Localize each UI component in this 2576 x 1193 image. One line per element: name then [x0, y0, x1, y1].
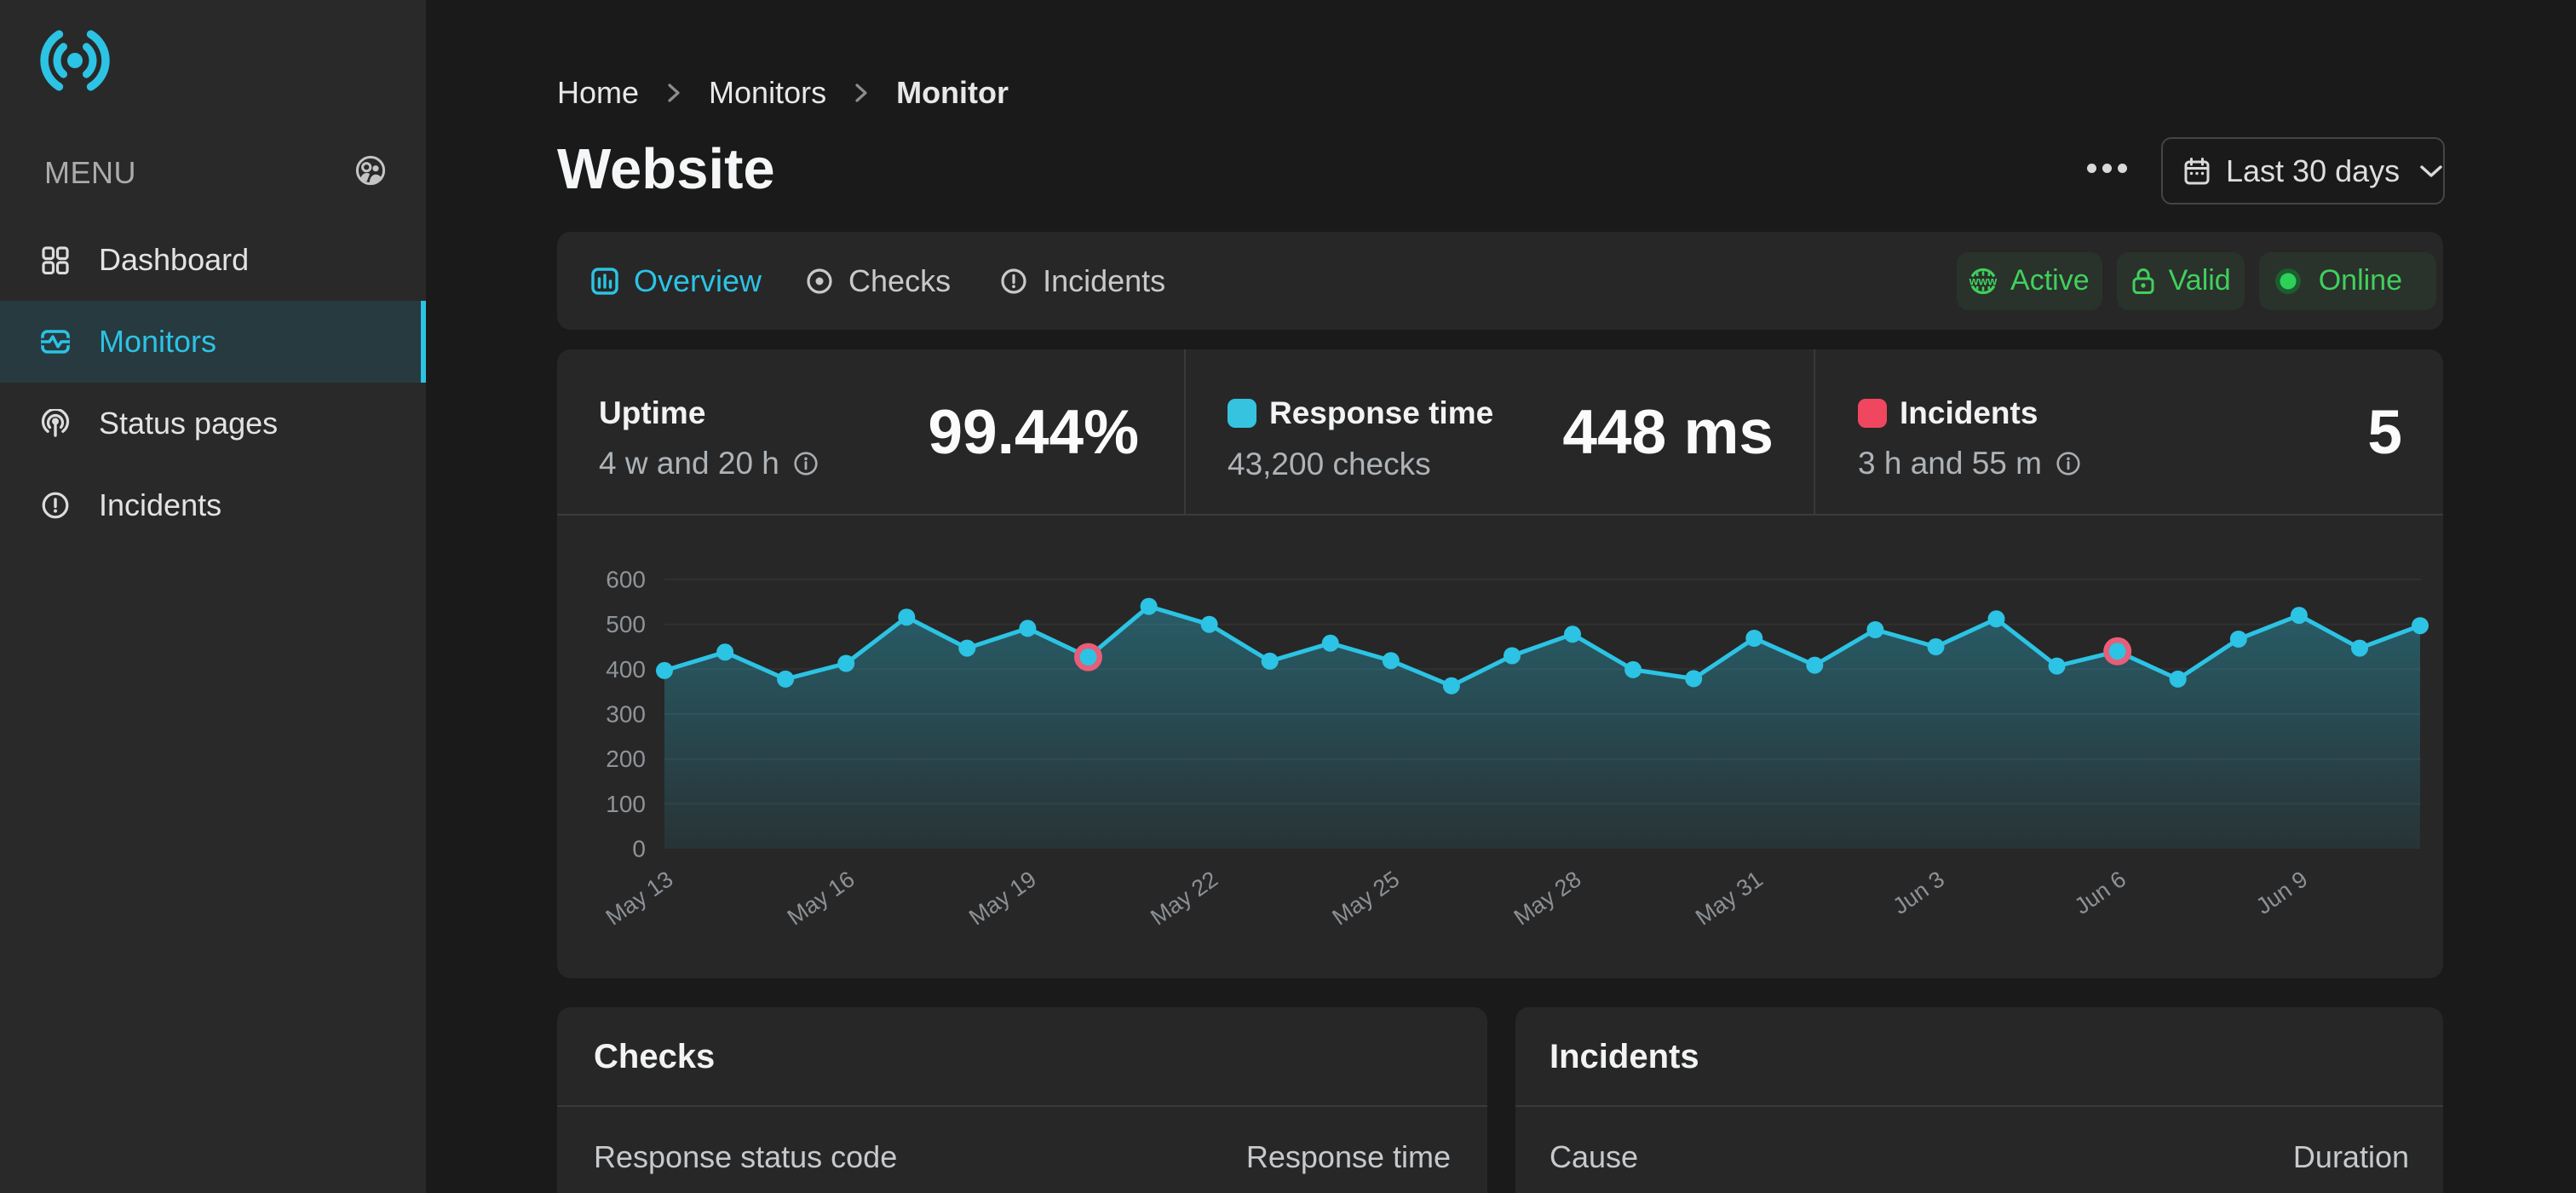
- svg-text:May 25: May 25: [1328, 866, 1405, 930]
- svg-text:0: 0: [632, 836, 646, 862]
- svg-text:May 22: May 22: [1146, 866, 1222, 930]
- svg-text:May 31: May 31: [1691, 866, 1768, 930]
- svg-text:May 28: May 28: [1509, 866, 1586, 930]
- svg-text:100: 100: [606, 791, 646, 817]
- svg-text:May 13: May 13: [601, 866, 678, 930]
- svg-text:500: 500: [606, 611, 646, 637]
- svg-text:200: 200: [606, 746, 646, 772]
- svg-text:www: www: [1969, 274, 1997, 287]
- svg-text:Jun 6: Jun 6: [2070, 866, 2130, 919]
- svg-text:Jun 3: Jun 3: [1889, 866, 1949, 919]
- svg-text:400: 400: [606, 656, 646, 683]
- svg-text:600: 600: [606, 567, 646, 593]
- svg-text:300: 300: [606, 701, 646, 728]
- svg-text:May 16: May 16: [783, 866, 860, 930]
- svg-text:May 19: May 19: [964, 866, 1041, 930]
- svg-text:Jun 9: Jun 9: [2251, 866, 2312, 919]
